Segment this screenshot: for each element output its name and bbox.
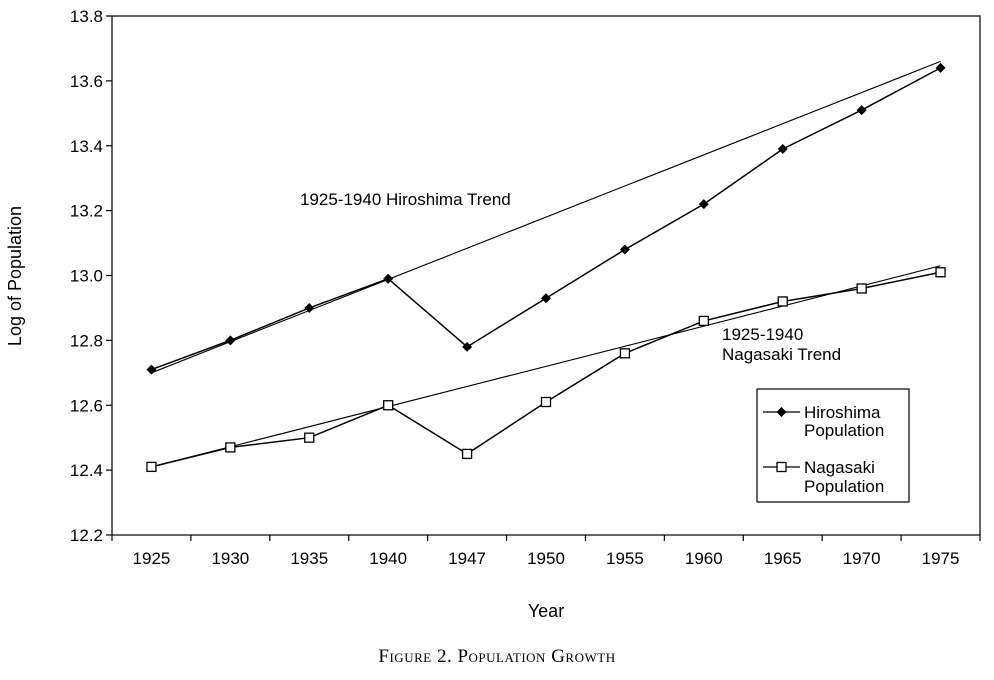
- nagasaki-trend-label: 1925-1940 Nagasaki Trend: [722, 325, 841, 364]
- nagasaki-trend-label-line-1: 1925-1940: [722, 325, 803, 344]
- nagasaki-point: [698, 315, 709, 327]
- nagasaki-point: [619, 348, 631, 359]
- x-tick-label: 1970: [843, 549, 881, 568]
- nagasaki-point: [540, 396, 552, 408]
- legend-text-nagasaki: Nagasaki Population: [804, 458, 884, 496]
- hiroshima-point: [935, 62, 946, 73]
- y-tick-label: 13.2: [70, 202, 103, 221]
- y-axis-title: Log of Population: [5, 206, 25, 346]
- legend-label-hiroshima-1: Hiroshima: [804, 403, 881, 422]
- population-chart: 12.2 12.4 12.6 12.8 13.0 13.2 13.4 13.6 13.8 192…: [5, 7, 981, 621]
- nagasaki-trend-label-line-2: Nagasaki Trend: [722, 345, 841, 364]
- x-tick-label: 1950: [527, 549, 565, 568]
- y-tick-label: 12.6: [70, 396, 103, 415]
- nagasaki-point: [856, 283, 867, 294]
- x-tick-label: 1965: [764, 549, 802, 568]
- hiroshima-point: [225, 335, 236, 346]
- x-tick-label: 1947: [448, 549, 486, 568]
- legend-entry-hiroshima: Hiroshima Population: [763, 403, 885, 440]
- figure-caption: Figure 2. Population Growth: [378, 646, 616, 667]
- x-axis-title: Year: [528, 601, 564, 621]
- hiroshima-trend-line: [151, 60, 941, 374]
- y-tick-label: 12.8: [70, 331, 103, 350]
- x-tick-label: 1940: [369, 549, 407, 568]
- hiroshima-point: [777, 143, 788, 154]
- x-axis: 1925 1930 1935 1940 1947 1950 1955 1960 1965 1970…: [111, 535, 981, 568]
- nagasaki-point: [777, 296, 788, 307]
- x-tick-label: 1925: [133, 549, 171, 568]
- y-axis: 12.2 12.4 12.6 12.8 13.0 13.2 13.4 13.6 13.8: [70, 7, 112, 545]
- hiroshima-series-line: [151, 67, 941, 371]
- x-tick-label: 1955: [606, 549, 644, 568]
- nagasaki-point: [225, 442, 236, 453]
- x-tick-label: 1960: [685, 549, 723, 568]
- nagasaki-point: [383, 400, 394, 411]
- hiroshima-point: [698, 199, 709, 210]
- legend: Hiroshima Population Nagasaki Population: [756, 388, 910, 503]
- nagasaki-point: [304, 432, 315, 443]
- x-tick-label: 1975: [922, 549, 960, 568]
- trend-lines: [151, 60, 941, 468]
- hiroshima-point: [541, 293, 551, 304]
- nagasaki-trend-line: [151, 265, 941, 468]
- legend-marker-nagasaki: [776, 461, 787, 473]
- legend-marker-hiroshima: [776, 407, 787, 417]
- nagasaki-point: [935, 267, 946, 278]
- x-tick-label: 1930: [211, 549, 249, 568]
- y-tick-label: 12.2: [70, 526, 103, 545]
- hiroshima-point: [462, 341, 473, 352]
- hiroshima-point: [383, 273, 394, 284]
- y-tick-label: 12.4: [70, 461, 103, 480]
- hiroshima-point: [856, 105, 867, 116]
- legend-label-nagasaki-1: Nagasaki: [804, 458, 875, 477]
- hiroshima-point: [619, 244, 630, 255]
- hiroshima-trend-label: 1925-1940 Hiroshima Trend: [300, 190, 511, 209]
- legend-label-nagasaki-2: Population: [804, 477, 884, 496]
- data-markers: [146, 62, 946, 473]
- y-tick-label: 13.0: [70, 267, 103, 286]
- nagasaki-point: [146, 461, 157, 473]
- nagasaki-point: [461, 448, 473, 460]
- y-tick-label: 13.6: [70, 72, 103, 91]
- x-tick-label: 1935: [290, 549, 328, 568]
- y-tick-label: 13.4: [70, 137, 103, 156]
- y-tick-label: 13.8: [70, 7, 103, 26]
- hiroshima-point: [304, 302, 315, 313]
- legend-text-hiroshima: Hiroshima Population: [804, 403, 885, 440]
- legend-entry-nagasaki: Nagasaki Population: [763, 458, 884, 496]
- legend-label-hiroshima-2: Population: [804, 421, 884, 440]
- hiroshima-point: [146, 364, 157, 375]
